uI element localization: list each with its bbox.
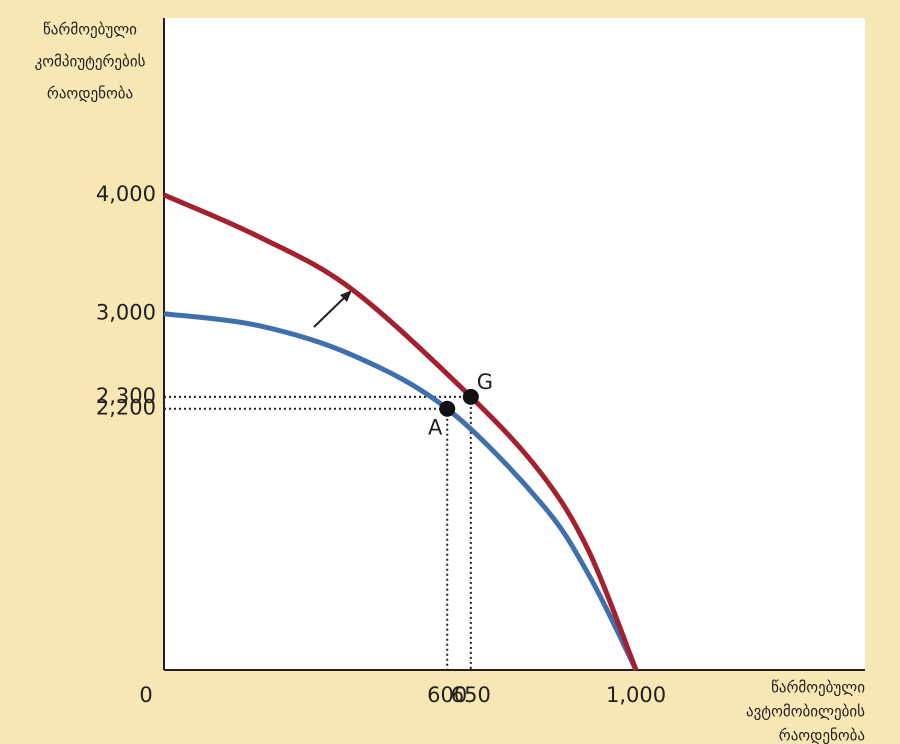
plot-area (164, 18, 865, 670)
shift-arrow (313, 295, 347, 328)
point (462, 388, 479, 405)
y-axis-label: კომპიუტერების (35, 53, 146, 71)
y-tick-label: 2,200 (96, 396, 156, 420)
y-axis-label: რაოდენობა (47, 85, 133, 103)
y-tick-label: 2,300 (96, 384, 156, 408)
y-axis-label: წარმოებული (43, 21, 137, 39)
x-axis-label: წარმოებული (771, 679, 865, 697)
y-tick-label: 3,000 (96, 301, 156, 325)
point-label: G (477, 370, 493, 394)
y-tick-label: 4,000 (96, 182, 156, 206)
x-tick-label: 600 (427, 683, 467, 707)
x-tick-label: 1,000 (606, 683, 666, 707)
arrow-head (340, 290, 352, 302)
x-tick-label: 650 (451, 683, 491, 707)
x-axis-label: რაოდენობა (779, 727, 865, 744)
x-axis-label: ავტომობილების (746, 703, 865, 721)
x-tick-label: 0 (139, 683, 152, 707)
point-label: A (428, 416, 443, 440)
point (439, 400, 456, 417)
